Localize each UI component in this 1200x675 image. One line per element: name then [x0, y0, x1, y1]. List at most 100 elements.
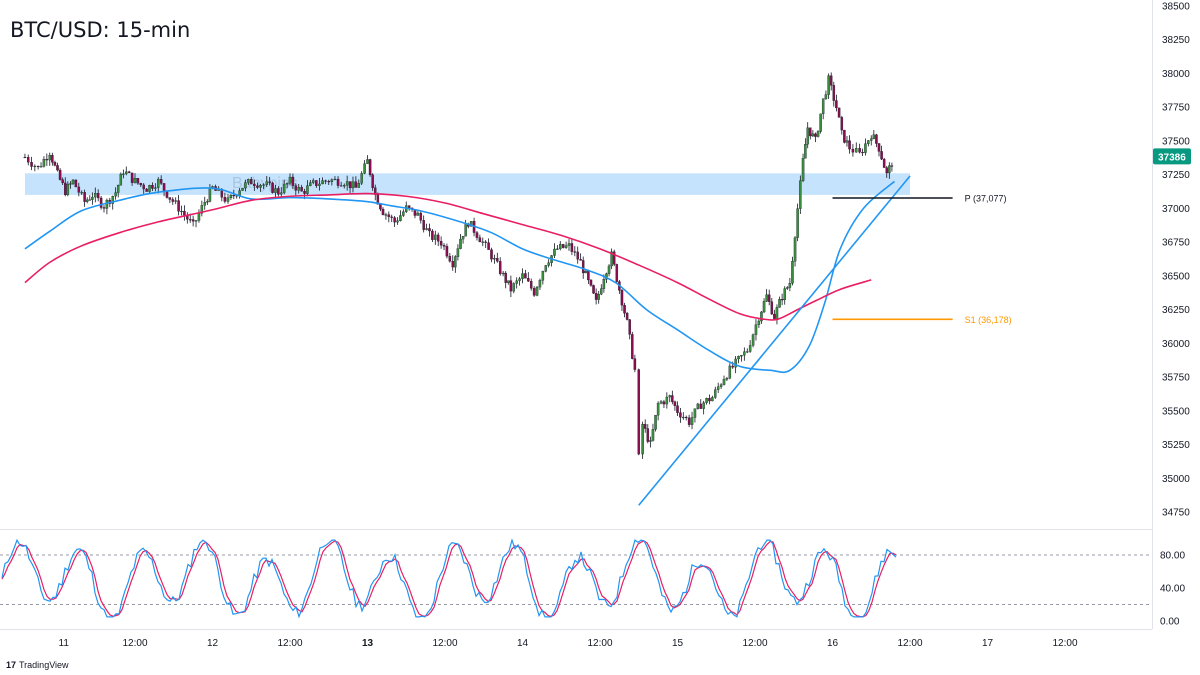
candle — [94, 187, 97, 203]
candle-body — [687, 417, 691, 425]
candle-body — [877, 143, 881, 152]
tradingview-label: TradingView — [19, 660, 69, 670]
price-tick-label: 36000 — [1162, 339, 1190, 350]
candle — [122, 169, 125, 179]
candle-body — [870, 138, 873, 141]
candle — [425, 223, 428, 231]
candle-body — [576, 251, 579, 260]
candle — [306, 180, 309, 197]
candle-body — [342, 185, 346, 187]
time-tick-label: 12:00 — [432, 638, 457, 649]
candle — [882, 157, 886, 168]
candle — [773, 309, 776, 320]
candle-body — [262, 184, 265, 186]
candle — [527, 272, 530, 282]
candle — [445, 243, 449, 259]
candle-body — [518, 278, 521, 281]
candle — [448, 252, 452, 263]
candle-body — [757, 320, 761, 325]
candle — [570, 239, 574, 256]
candle-body — [594, 293, 598, 300]
candle — [206, 199, 209, 206]
candle — [85, 197, 89, 204]
candle-body — [746, 351, 749, 353]
candle-body — [99, 197, 103, 208]
candle-body — [226, 197, 230, 202]
candle — [620, 288, 624, 312]
candle — [607, 264, 611, 277]
candle — [751, 333, 755, 348]
candle — [51, 152, 54, 166]
candle — [177, 195, 180, 216]
candle-body — [324, 180, 327, 182]
time-tick-label: 12:00 — [277, 638, 302, 649]
candle-body — [643, 424, 647, 429]
candle-body — [390, 216, 393, 218]
candle-body — [371, 174, 374, 188]
candle — [371, 173, 374, 191]
candle — [381, 207, 385, 216]
candle — [285, 182, 289, 189]
candle-body — [845, 140, 849, 143]
candle-body — [570, 243, 574, 252]
candle-body — [620, 290, 624, 306]
tradingview-logo[interactable]: 17 TradingView — [6, 660, 69, 670]
candle — [631, 331, 634, 360]
candle — [74, 179, 78, 188]
candle-body — [402, 211, 405, 216]
candle — [413, 209, 417, 219]
candle-body — [64, 182, 67, 195]
candle-body — [804, 144, 807, 159]
candle-body — [705, 398, 708, 403]
candle-body — [498, 261, 502, 275]
candle-body — [754, 324, 758, 335]
candle — [125, 166, 128, 176]
candle-body — [890, 165, 894, 167]
candle — [428, 223, 431, 237]
candle-body — [855, 148, 858, 153]
candle — [268, 176, 271, 186]
candle — [690, 411, 694, 430]
candle — [788, 277, 792, 292]
candle-body — [656, 403, 660, 416]
candle-body — [532, 288, 536, 296]
candle-body — [244, 182, 247, 189]
candle-body — [191, 219, 195, 222]
candle-body — [381, 208, 385, 215]
candle — [493, 254, 496, 264]
candle-body — [303, 191, 306, 194]
candle-body — [125, 171, 128, 175]
candle — [459, 233, 462, 250]
candle-body — [80, 192, 83, 194]
candle — [327, 179, 330, 186]
candle — [136, 177, 140, 185]
candle — [816, 130, 820, 138]
candle — [515, 277, 518, 289]
candle — [829, 72, 833, 91]
candle — [801, 153, 805, 183]
candle — [399, 210, 402, 222]
time-tick-label: 11 — [59, 638, 70, 649]
candle — [760, 311, 763, 324]
candle-body — [806, 127, 809, 145]
candle-body — [180, 210, 183, 213]
candle — [30, 156, 33, 171]
candle — [538, 278, 542, 291]
price-tick-label: 38250 — [1162, 35, 1190, 46]
candle — [649, 436, 652, 448]
candle — [754, 319, 758, 341]
candle — [64, 177, 67, 197]
candle — [253, 179, 256, 191]
candle-body — [197, 213, 201, 221]
candle-body — [814, 133, 817, 137]
candle — [294, 183, 298, 196]
candle — [643, 419, 647, 433]
candle — [597, 290, 600, 304]
candle-body — [602, 279, 606, 289]
candle-body — [53, 162, 57, 166]
candle-body — [294, 185, 298, 191]
candle-body — [682, 416, 685, 419]
candle-body — [788, 283, 792, 288]
candle-body — [39, 166, 43, 168]
candle-body — [679, 412, 682, 418]
